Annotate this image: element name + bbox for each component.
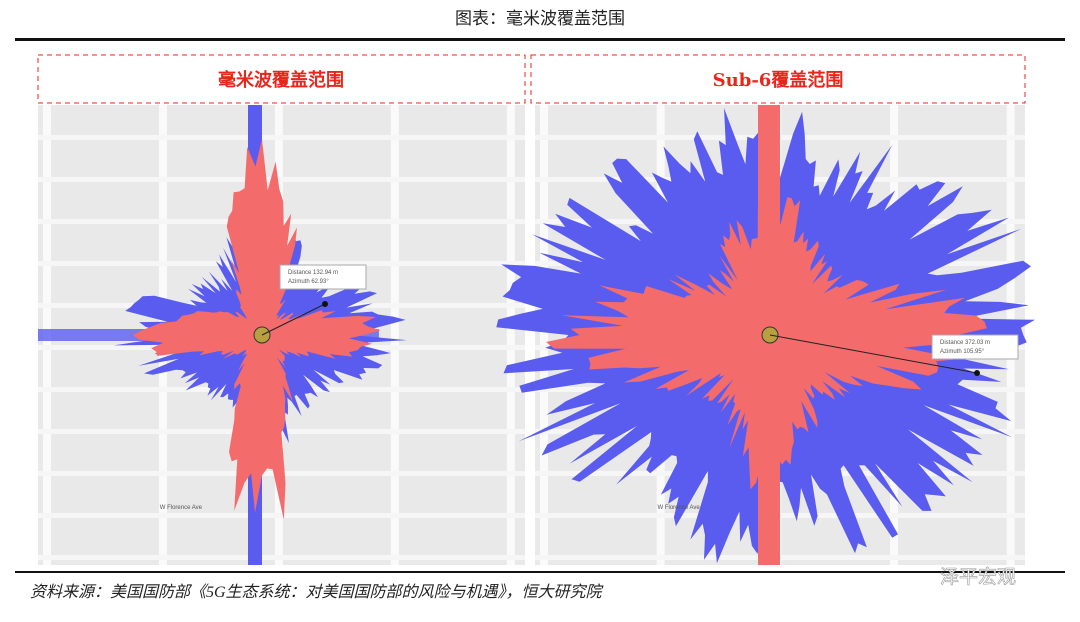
- map: Distance 372.03 m Azimuth 105.95° W Floren…: [496, 105, 1036, 565]
- bottom-rule: [15, 571, 1065, 573]
- info-text: Azimuth 105.95°: [940, 349, 985, 355]
- watermark: 泽平宏观: [940, 566, 1016, 588]
- street: [38, 135, 525, 140]
- top-rule: [15, 38, 1065, 41]
- info-text: Distance 132.94 m: [288, 270, 338, 276]
- figure-title: 图表：毫米波覆盖范围: [455, 9, 625, 28]
- info-text: Azimuth 62.93°: [288, 279, 329, 285]
- info-text: Distance 372.03 m: [940, 340, 990, 346]
- street: [38, 177, 525, 182]
- panel-title: 毫米波覆盖范围: [218, 69, 344, 91]
- strong-signal: [546, 195, 990, 494]
- map: Distance 132.94 m Azimuth 62.93° W Florenc…: [38, 105, 525, 565]
- distance-line: [261, 303, 326, 336]
- target-point: [322, 301, 328, 307]
- street-label: W Florence Ave: [160, 505, 203, 511]
- info-box: [279, 264, 367, 290]
- target-point: [974, 370, 980, 376]
- panel-header-box: [530, 54, 1026, 104]
- street: [390, 105, 399, 565]
- street: [38, 513, 525, 518]
- street: [506, 105, 515, 565]
- panel-title: Sub-6覆盖范围: [713, 69, 844, 91]
- source-note: 资料来源：美国国防部《5G生态系统：对美国国防部的风险与机遇》，恒大研究院: [30, 583, 605, 601]
- street-label: W Florence Ave: [658, 505, 701, 511]
- street: [540, 105, 548, 565]
- panel-header-box: [37, 54, 526, 104]
- info-box: [931, 334, 1019, 360]
- distance-line: [769, 334, 978, 374]
- street: [38, 555, 525, 560]
